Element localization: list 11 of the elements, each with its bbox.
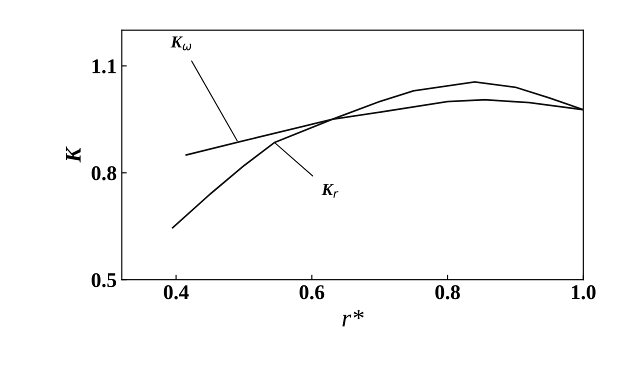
x-tick-label: 1.0: [572, 285, 596, 300]
x-axis-title: r*: [342, 310, 364, 326]
annotation: K$_{r}$: [322, 184, 338, 198]
y-tick-label: 1.1: [92, 59, 116, 74]
x-tick-label: 0.4: [164, 285, 189, 300]
annotation: K$_{ω}$: [170, 36, 192, 50]
y-tick-label: 0.5: [92, 273, 116, 288]
y-tick-label: 0.8: [92, 166, 116, 180]
y-axis-title: K: [66, 146, 81, 163]
x-tick-label: 0.6: [300, 285, 324, 300]
x-tick-label: 0.8: [435, 285, 460, 300]
